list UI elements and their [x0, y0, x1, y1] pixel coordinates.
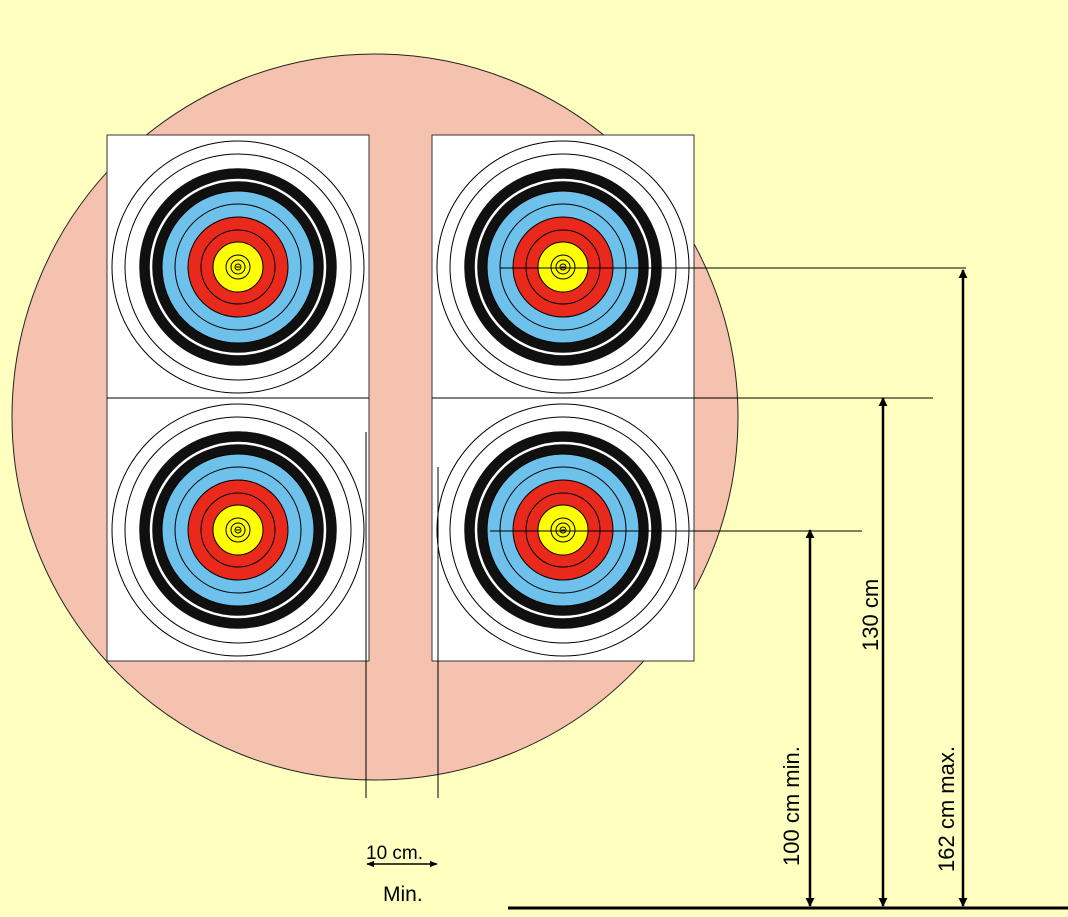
target-face-bottom-right [431, 397, 695, 662]
height-max-label: 162 cm max. [934, 746, 959, 872]
target-face-bottom-left [106, 397, 370, 662]
target-face-top-left [106, 134, 370, 399]
height-min-label: 100 cm min. [779, 746, 804, 866]
gap-label: 10 cm. [366, 843, 423, 864]
gap-qualifier-label: Min. [383, 883, 423, 906]
target-face-top-right [431, 134, 695, 399]
height-mid-label: 130 cm [858, 579, 883, 651]
target-faces [106, 134, 695, 662]
